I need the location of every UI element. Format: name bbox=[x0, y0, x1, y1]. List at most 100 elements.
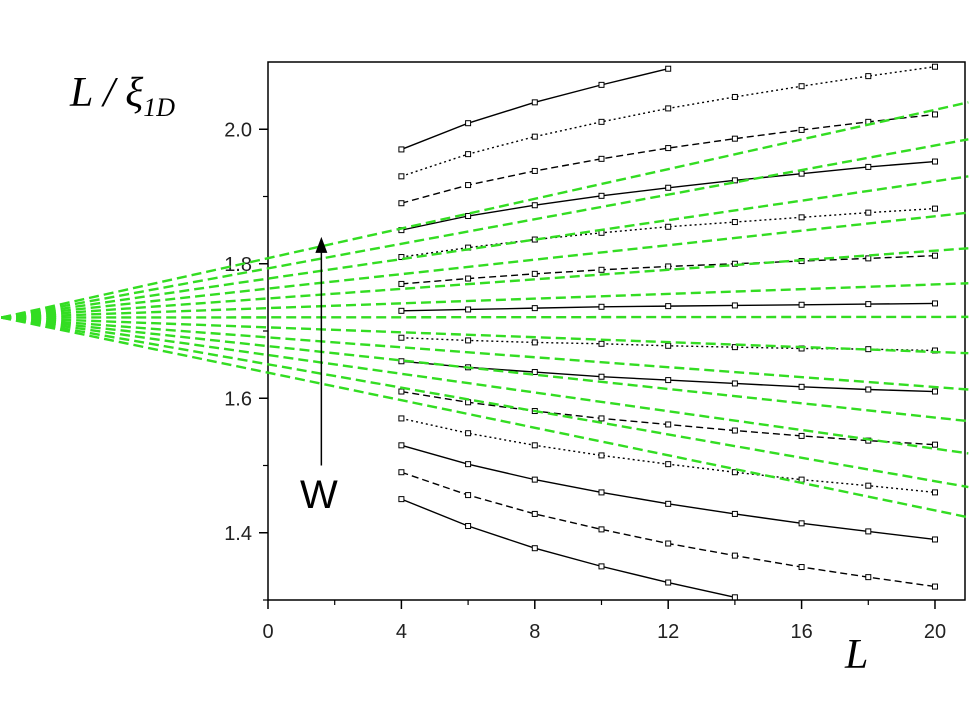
y-axis-label: L / ξ1D bbox=[69, 70, 175, 122]
point bbox=[598, 373, 605, 380]
point bbox=[665, 303, 672, 310]
point bbox=[598, 415, 605, 422]
point bbox=[798, 126, 805, 133]
point bbox=[398, 334, 405, 341]
point bbox=[598, 303, 605, 310]
point bbox=[731, 469, 738, 476]
point bbox=[798, 83, 805, 90]
point bbox=[865, 386, 872, 393]
point bbox=[531, 369, 538, 376]
point bbox=[665, 145, 672, 152]
point bbox=[531, 545, 538, 552]
point bbox=[465, 120, 472, 127]
x-tick-label: 16 bbox=[790, 621, 812, 643]
point bbox=[465, 430, 472, 437]
point bbox=[531, 476, 538, 483]
point bbox=[798, 301, 805, 308]
x-axis-label: L bbox=[844, 632, 868, 678]
point bbox=[931, 205, 938, 212]
fit-line bbox=[1, 316, 969, 423]
point bbox=[931, 158, 938, 165]
point bbox=[398, 415, 405, 422]
point bbox=[398, 388, 405, 395]
point bbox=[798, 383, 805, 390]
point bbox=[665, 105, 672, 112]
annotation: W bbox=[300, 473, 338, 517]
point bbox=[465, 306, 472, 313]
point bbox=[731, 510, 738, 517]
point bbox=[531, 510, 538, 517]
point bbox=[931, 111, 938, 118]
point bbox=[398, 200, 405, 207]
point bbox=[398, 146, 405, 153]
point bbox=[931, 536, 938, 543]
point bbox=[665, 65, 672, 72]
point bbox=[865, 528, 872, 535]
fit-line bbox=[0, 138, 969, 319]
point bbox=[665, 579, 672, 586]
point bbox=[865, 346, 872, 353]
point bbox=[865, 163, 872, 170]
x-tick-label: 4 bbox=[396, 621, 407, 643]
arrow-head bbox=[315, 236, 328, 253]
point bbox=[598, 81, 605, 88]
point bbox=[465, 523, 472, 530]
point bbox=[598, 489, 605, 496]
point bbox=[665, 421, 672, 428]
point bbox=[798, 520, 805, 527]
point bbox=[465, 213, 472, 220]
point bbox=[865, 209, 872, 216]
point bbox=[398, 358, 405, 365]
point bbox=[798, 170, 805, 177]
plot-frame bbox=[267, 61, 966, 601]
point bbox=[598, 340, 605, 347]
point bbox=[798, 214, 805, 221]
fit-line bbox=[1, 211, 969, 319]
point bbox=[931, 388, 938, 395]
point bbox=[665, 184, 672, 191]
point bbox=[398, 280, 405, 287]
point bbox=[731, 219, 738, 226]
point bbox=[531, 133, 538, 140]
point bbox=[931, 489, 938, 496]
fit-line bbox=[1, 316, 969, 391]
point bbox=[465, 151, 472, 158]
point bbox=[931, 300, 938, 307]
point bbox=[598, 192, 605, 199]
fit-line bbox=[1, 316, 969, 455]
point bbox=[865, 301, 872, 308]
point bbox=[665, 223, 672, 230]
point bbox=[598, 266, 605, 273]
fit-line bbox=[1, 315, 969, 319]
y-tick-label: 1.6 bbox=[224, 388, 252, 410]
point bbox=[598, 118, 605, 125]
point bbox=[531, 202, 538, 209]
point bbox=[465, 275, 472, 282]
curve bbox=[401, 444, 936, 541]
point bbox=[398, 173, 405, 180]
point bbox=[865, 73, 872, 80]
point bbox=[531, 99, 538, 106]
point bbox=[731, 594, 738, 601]
point bbox=[931, 583, 938, 590]
point bbox=[665, 342, 672, 349]
fit-line bbox=[0, 316, 969, 519]
point bbox=[731, 93, 738, 100]
point bbox=[531, 167, 538, 174]
point bbox=[665, 461, 672, 468]
fit-line bbox=[1, 316, 969, 355]
x-tick-label: 20 bbox=[924, 621, 946, 643]
point bbox=[665, 377, 672, 384]
point bbox=[598, 563, 605, 570]
point bbox=[398, 442, 405, 449]
y-tick-label: 2.0 bbox=[224, 119, 252, 141]
point bbox=[531, 442, 538, 449]
point bbox=[465, 182, 472, 189]
fit-line bbox=[1, 175, 969, 319]
point bbox=[731, 552, 738, 559]
point bbox=[865, 482, 872, 489]
point bbox=[398, 496, 405, 503]
point bbox=[731, 344, 738, 351]
point bbox=[931, 441, 938, 448]
